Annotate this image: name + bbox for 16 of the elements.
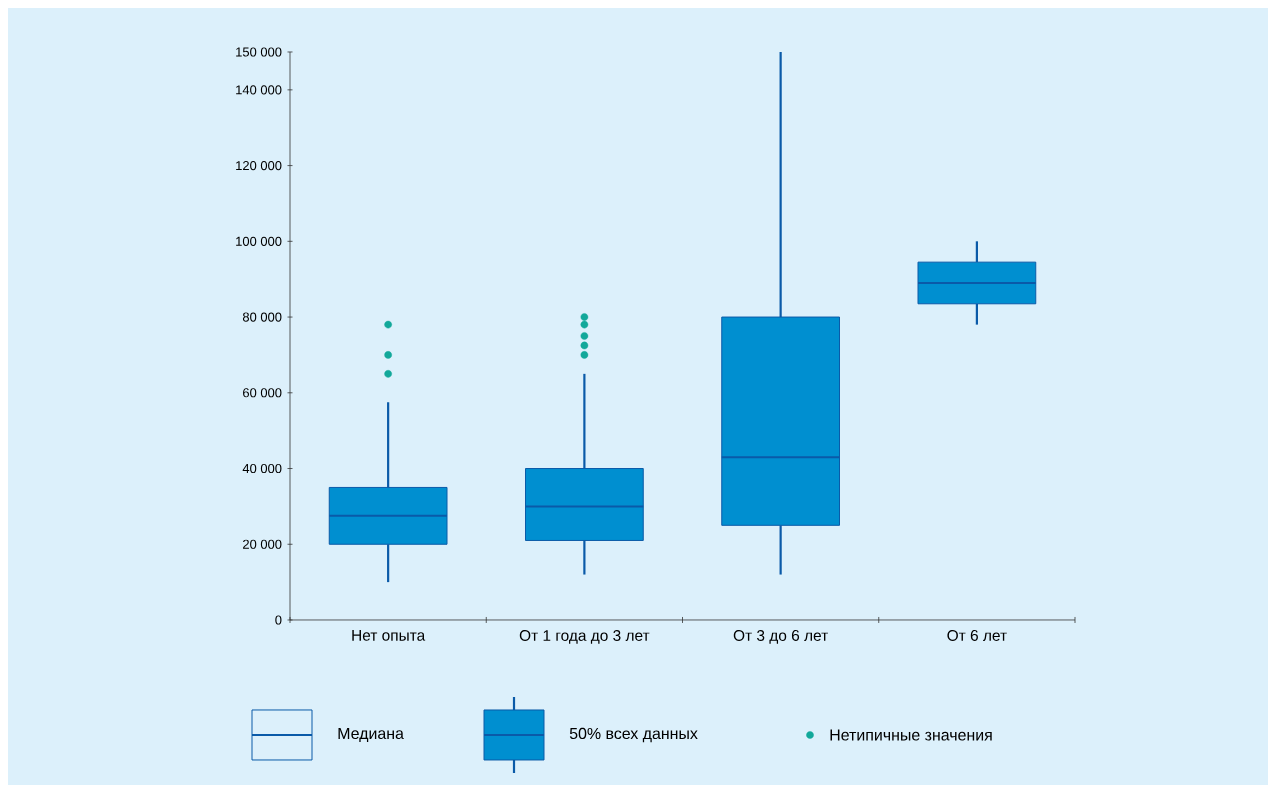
legend-label: 50% всех данных [569, 727, 698, 743]
y-tick-label: 150 000 [236, 47, 282, 57]
y-tick-label: 140 000 [236, 85, 282, 95]
x-tick-label: От 1 года до 3 лет [519, 630, 650, 644]
x-tick-label: Нет опыта [352, 630, 426, 641]
x-tick-label: От 6 лет [947, 630, 1007, 641]
legend-label: Нетипичные значения [830, 729, 992, 741]
y-tick-label: 0 [275, 615, 282, 625]
y-tick-label: 60 000 [243, 388, 282, 398]
y-tick-label: 100 000 [236, 236, 282, 246]
y-tick-label: 120 000 [236, 160, 282, 171]
y-tick-label: 40 000 [242, 463, 282, 474]
y-tick-label: 20 000 [243, 539, 282, 549]
text: Медиана [338, 727, 404, 743]
x-tick-label: От 3 до 6 лет [733, 630, 828, 644]
y-tick-label: 80 000 [242, 312, 282, 322]
